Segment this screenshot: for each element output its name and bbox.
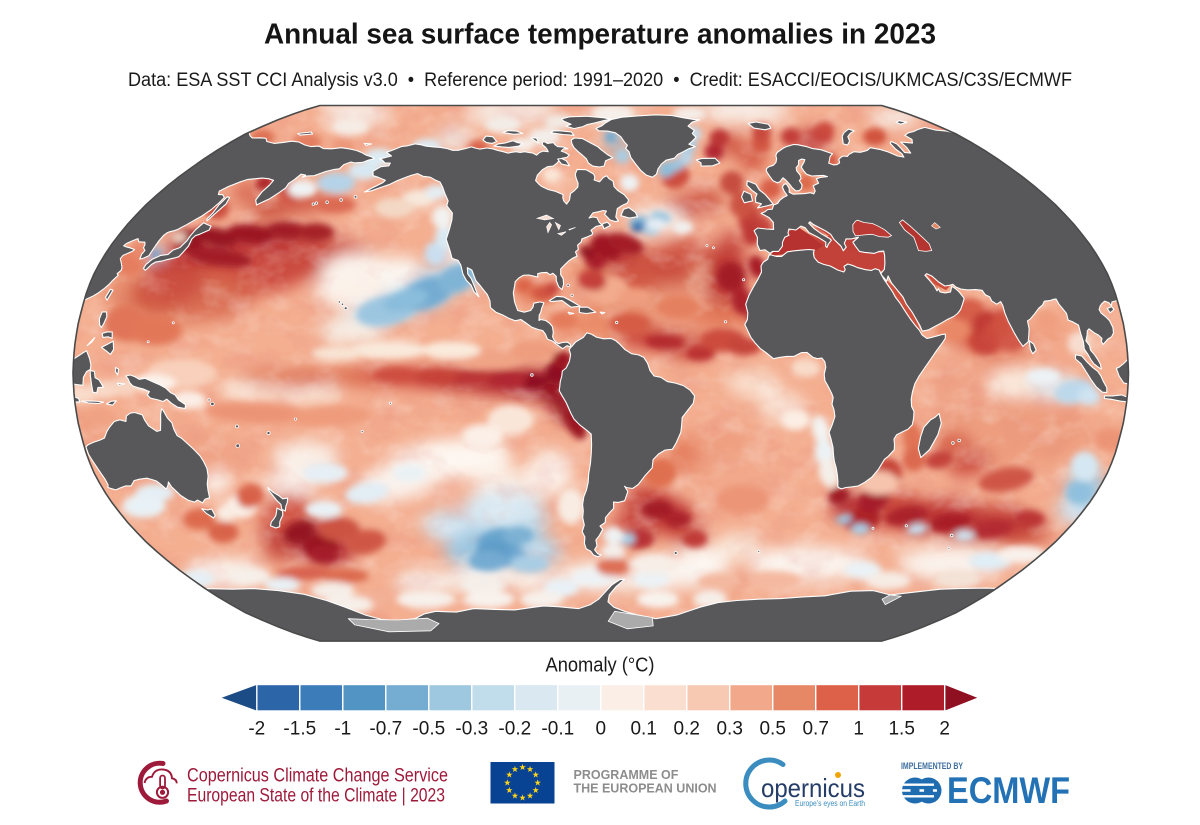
svg-text:★: ★ (511, 764, 519, 774)
svg-text:0.5: 0.5 (759, 719, 785, 740)
svg-text:-0.2: -0.2 (498, 719, 531, 740)
svg-text:★: ★ (526, 764, 534, 774)
svg-text:1.5: 1.5 (888, 719, 914, 740)
svg-text:0.7: 0.7 (802, 719, 828, 740)
svg-text:★: ★ (505, 785, 513, 795)
svg-text:opernicus: opernicus (761, 773, 865, 803)
svg-text:PROGRAMME OF: PROGRAMME OF (574, 768, 679, 782)
svg-text:★: ★ (532, 770, 540, 780)
svg-text:-0.1: -0.1 (541, 719, 574, 740)
svg-text:-0.5: -0.5 (412, 719, 445, 740)
svg-text:★: ★ (503, 777, 511, 787)
svg-text:-0.7: -0.7 (369, 719, 402, 740)
svg-text:1: 1 (853, 719, 864, 740)
svg-text:THE EUROPEAN UNION: THE EUROPEAN UNION (574, 782, 717, 796)
svg-text:Data: ESA SST CCI Analysis v3.: Data: ESA SST CCI Analysis v3.0 • Refere… (128, 70, 1072, 91)
svg-text:-1: -1 (334, 719, 351, 740)
svg-text:0.3: 0.3 (716, 719, 742, 740)
svg-text:Anomaly (°C): Anomaly (°C) (546, 655, 655, 677)
svg-text:European State of the Climate: European State of the Climate | 2023 (187, 786, 445, 807)
svg-text:★: ★ (519, 793, 527, 803)
svg-text:★: ★ (505, 770, 513, 780)
svg-text:-0.3: -0.3 (455, 719, 488, 740)
svg-text:★: ★ (519, 762, 527, 772)
svg-text:★: ★ (532, 785, 540, 795)
svg-text:★: ★ (511, 791, 519, 801)
svg-text:ECMWF: ECMWF (947, 770, 1070, 811)
svg-text:2: 2 (939, 719, 950, 740)
svg-text:★: ★ (526, 791, 534, 801)
svg-text:-2: -2 (248, 719, 265, 740)
svg-text:-1.5: -1.5 (283, 719, 316, 740)
svg-text:0.2: 0.2 (673, 719, 699, 740)
svg-text:Copernicus Climate Change Serv: Copernicus Climate Change Service (187, 766, 448, 787)
svg-text:Annual sea surface temperature: Annual sea surface temperature anomalies… (264, 19, 936, 51)
svg-text:0.1: 0.1 (630, 719, 656, 740)
svg-text:IMPLEMENTED BY: IMPLEMENTED BY (901, 761, 963, 771)
svg-text:0: 0 (596, 719, 607, 740)
svg-text:★: ★ (534, 777, 542, 787)
svg-text:Europe's eyes on Earth: Europe's eyes on Earth (795, 799, 865, 808)
